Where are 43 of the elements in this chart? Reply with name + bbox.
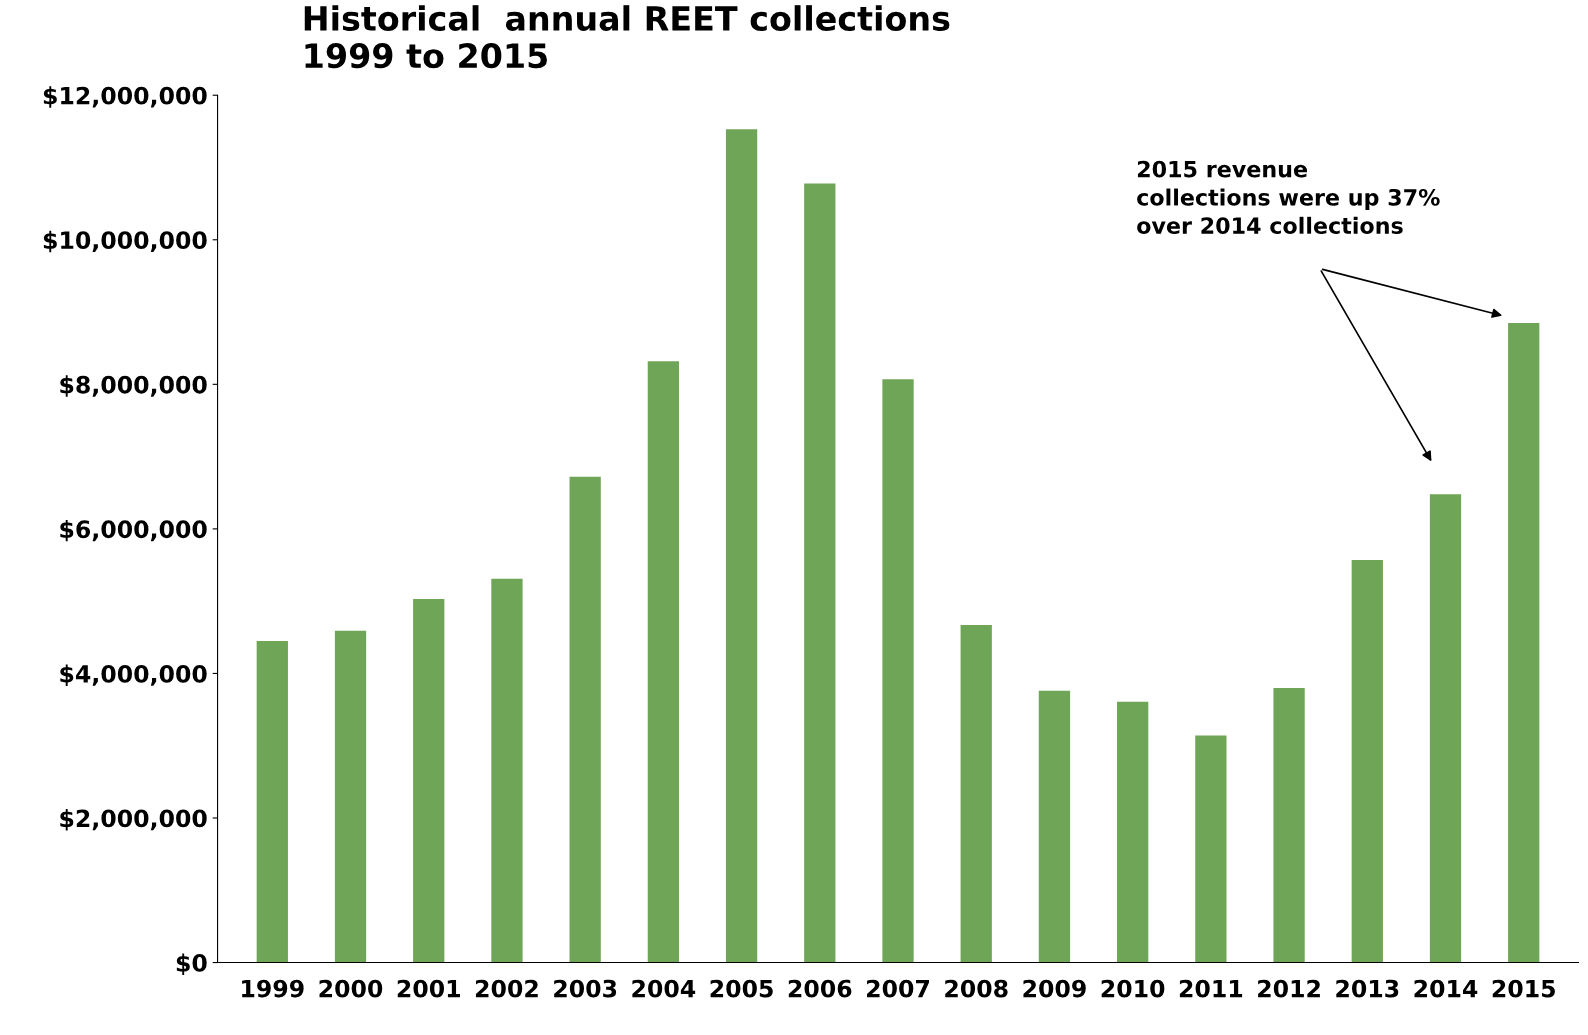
y-tick-label: $4,000,000	[60, 664, 207, 686]
bar	[647, 361, 680, 963]
x-tick-label: 2007	[867, 979, 929, 998]
y-tick-label: $10,000,000	[43, 230, 207, 253]
x-tick-label: 2004	[632, 979, 696, 998]
x-tick-label: 2013	[1336, 979, 1399, 998]
bar	[1273, 687, 1305, 963]
bar	[1508, 322, 1540, 963]
bar	[882, 379, 914, 963]
x-tick-label: 2010	[1101, 979, 1165, 998]
y-tick-label: $0	[176, 953, 207, 975]
y-tick-label: $8,000,000	[60, 375, 207, 397]
bar	[960, 625, 992, 963]
bar	[725, 129, 758, 963]
annotation: 2015 revenue collections were up 37% over 2014 collections	[1137, 160, 1440, 235]
bar	[413, 598, 445, 963]
bar	[491, 578, 523, 963]
chart-title: Historical annual REET collections 1999 to 2015	[304, 5, 950, 69]
x-tick-label: 2012	[1258, 979, 1320, 998]
bar	[804, 183, 836, 963]
bar	[569, 476, 601, 963]
bar	[1429, 494, 1462, 963]
x-tick-label: 2008	[945, 979, 1008, 998]
x-tick-label: 1999	[242, 979, 304, 998]
x-tick-label: 2011	[1179, 979, 1243, 998]
x-tick-label: 2015	[1492, 979, 1555, 998]
y-tick-label: $6,000,000	[60, 519, 207, 542]
bar	[1351, 559, 1383, 963]
x-tick-label: 2005	[710, 979, 773, 998]
x-tick-label: 2000	[319, 979, 383, 998]
x-tick-label: 2002	[475, 979, 538, 998]
x-tick-label: 2001	[397, 979, 460, 998]
y-tick-label: $12,000,000	[43, 86, 207, 108]
x-tick-label: 2009	[1023, 979, 1086, 998]
bar	[1195, 735, 1227, 963]
bar	[1117, 701, 1149, 963]
bar	[334, 630, 367, 963]
bar	[256, 640, 288, 963]
y-tick-label: $2,000,000	[60, 809, 207, 831]
x-tick-label: 2014	[1414, 979, 1478, 998]
x-tick-label: 2006	[788, 979, 852, 998]
bar	[1038, 690, 1071, 963]
x-tick-label: 2003	[554, 979, 617, 998]
